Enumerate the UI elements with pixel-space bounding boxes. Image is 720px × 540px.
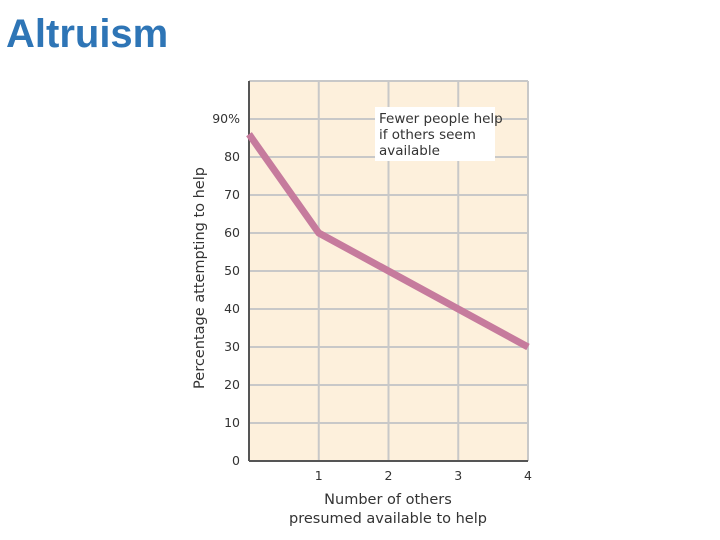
x-tick-label: 2 xyxy=(385,468,393,483)
x-tick-labels: 1 2 3 4 xyxy=(315,468,532,483)
y-tick-label: 80 xyxy=(224,149,240,164)
annotation-line-1: Fewer people help xyxy=(379,111,503,127)
x-axis-title-line-1: Number of others xyxy=(324,492,452,508)
annotation-line-3: available xyxy=(379,143,440,159)
x-axis-title-line-2: presumed available to help xyxy=(289,511,487,527)
x-tick-label: 1 xyxy=(315,468,323,483)
annotation-background xyxy=(375,107,495,161)
y-tick-label: 90% xyxy=(212,111,240,126)
y-tick-labels: 0 10 20 30 40 50 60 70 80 90% xyxy=(212,111,240,468)
x-tick-label: 4 xyxy=(524,468,532,483)
annotation-box: Fewer people help if others seem availab… xyxy=(375,107,503,161)
y-tick-label: 50 xyxy=(224,263,240,278)
y-tick-label: 0 xyxy=(232,453,240,468)
x-tick-label: 3 xyxy=(454,468,462,483)
slide-title: Altruism xyxy=(6,12,169,56)
y-tick-label: 40 xyxy=(224,301,240,316)
annotation-line-2: if others seem xyxy=(379,127,476,143)
y-tick-label: 30 xyxy=(224,339,240,354)
y-tick-label: 70 xyxy=(224,187,240,202)
y-tick-label: 10 xyxy=(224,415,240,430)
y-tick-label: 20 xyxy=(224,377,240,392)
y-axis-title: Percentage attempting to help xyxy=(192,167,208,389)
series-line xyxy=(246,132,530,351)
y-tick-label: 60 xyxy=(224,225,240,240)
